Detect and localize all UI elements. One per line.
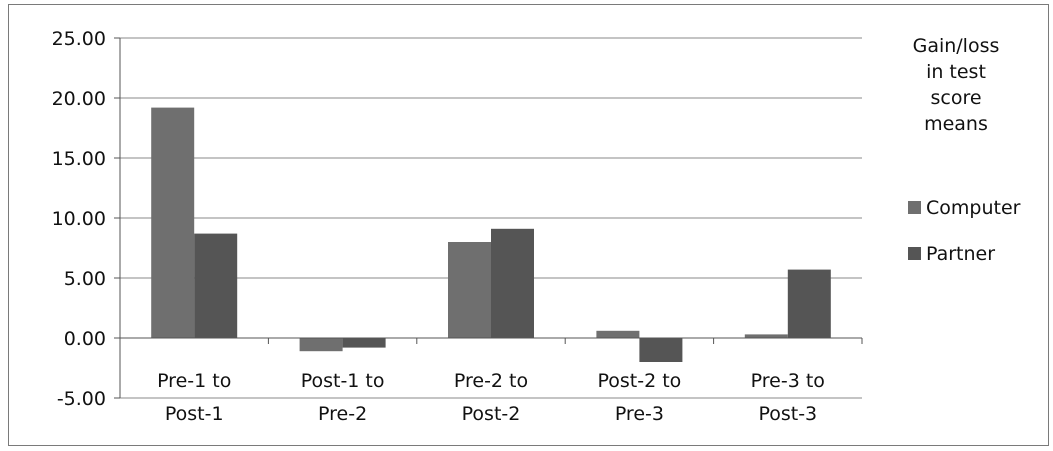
x-category-label: Pre-2 to — [454, 370, 528, 392]
x-category-label: Post-2 — [462, 403, 521, 425]
bar-computer-5 — [744, 334, 788, 338]
bar-computer-3 — [448, 242, 491, 338]
x-category-label: Pre-3 to — [751, 370, 825, 392]
x-category-label: Post-1 — [165, 403, 224, 425]
bar-partner-5 — [787, 269, 831, 338]
bar-computer-4 — [596, 330, 640, 338]
legend-label-partner: Partner — [926, 243, 995, 265]
x-category-label: Post-3 — [758, 403, 817, 425]
bar-partner-3 — [491, 228, 534, 338]
x-category-label: Pre-3 — [615, 403, 664, 425]
x-category-label: Post-1 to — [301, 370, 385, 392]
x-category-label: Pre-1 to — [157, 370, 231, 392]
legend-title-line: in test — [926, 61, 986, 83]
legend-title-line: score — [930, 87, 981, 109]
y-tick-label: 0.00 — [64, 328, 106, 350]
x-axis: Pre-1 to Post-1 Post-1 to Pre-2 Pre-2 to Post… — [119, 337, 863, 425]
bar-computer-2 — [299, 338, 343, 352]
gridlines — [120, 37, 862, 399]
y-tick-label: -5.00 — [57, 388, 106, 410]
y-tick-label: 25.00 — [52, 28, 106, 50]
y-tick-label: 5.00 — [64, 268, 106, 290]
bar-partner-2 — [342, 338, 386, 348]
legend-label-computer: Computer — [926, 197, 1021, 219]
x-category-label: Pre-2 — [318, 403, 367, 425]
legend-title-line: means — [924, 113, 988, 135]
y-tick-label: 10.00 — [52, 208, 106, 230]
legend-swatch-computer — [908, 201, 921, 214]
legend-title-line: Gain/loss — [913, 35, 1000, 57]
bar-computer-1 — [151, 107, 195, 338]
bars — [151, 107, 831, 362]
bar-partner-1 — [194, 233, 238, 338]
y-tick-label: 15.00 — [52, 148, 106, 170]
legend: Gain/loss in test score means Computer Partne… — [908, 35, 1021, 265]
y-tick-label: 20.00 — [52, 88, 106, 110]
x-category-label: Post-2 to — [597, 370, 681, 392]
legend-swatch-partner — [908, 247, 921, 260]
bar-partner-4 — [639, 338, 683, 362]
y-axis: 25.00 20.00 15.00 10.00 5.00 0.00 -5.00 — [52, 28, 121, 410]
